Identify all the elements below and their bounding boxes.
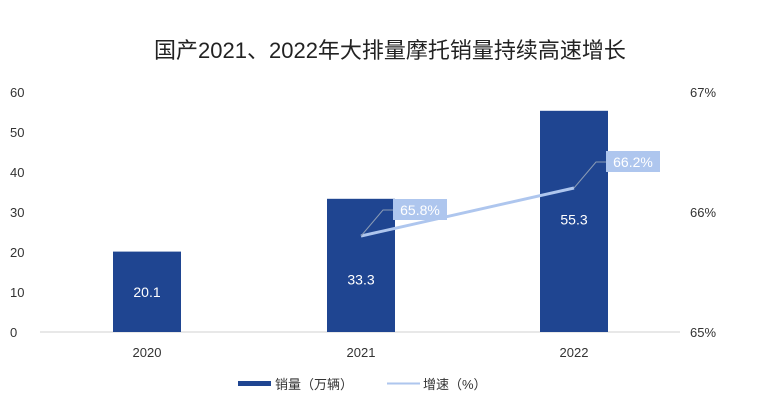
y-left-tick-label: 60 xyxy=(10,85,24,100)
axes: 0 10 20 30 40 50 60 65% 66% 67% 2020 2021 2022 xyxy=(10,85,716,360)
y-left-tick-label: 10 xyxy=(10,285,24,300)
growth-line xyxy=(360,186,575,238)
x-tick-label: 2020 xyxy=(133,345,162,360)
y-left-tick-label: 30 xyxy=(10,205,24,220)
x-tick-label: 2022 xyxy=(560,345,589,360)
y-right-tick-label: 66% xyxy=(690,205,716,220)
y-left-tick-label: 40 xyxy=(10,165,24,180)
bar xyxy=(327,198,395,332)
bar-data-label: 33.3 xyxy=(347,271,374,287)
y-left-tick-label: 20 xyxy=(10,245,24,260)
legend-label: 增速（%） xyxy=(423,377,487,392)
legend-label: 销量（万辆） xyxy=(275,377,353,392)
bars: 20.1 33.3 55.3 xyxy=(113,110,608,332)
legend-swatch-bar xyxy=(238,381,271,386)
bar-data-label: 20.1 xyxy=(133,284,160,300)
line-data-label: 65.8% xyxy=(400,202,440,218)
y-right-tick-label: 67% xyxy=(690,85,716,100)
y-left-tick-label: 0 xyxy=(10,325,17,340)
y-left-tick-label: 50 xyxy=(10,125,24,140)
x-tick-label: 2021 xyxy=(347,345,376,360)
chart-title: 国产2021、2022年大排量摩托销量持续高速增长 xyxy=(154,38,626,63)
label-leader-line xyxy=(573,161,606,189)
legend: 销量（万辆） 增速（%） xyxy=(238,377,487,392)
line-data-label-box xyxy=(393,199,447,220)
bar-data-label: 55.3 xyxy=(560,211,587,227)
bar xyxy=(113,251,181,332)
line-data-label-box xyxy=(606,151,660,172)
growth-series: 65.8% 66.2% xyxy=(360,151,660,238)
label-leader-line xyxy=(360,209,393,237)
line-data-label: 66.2% xyxy=(613,154,653,170)
y-right-tick-label: 65% xyxy=(690,325,716,340)
bar xyxy=(540,110,608,332)
